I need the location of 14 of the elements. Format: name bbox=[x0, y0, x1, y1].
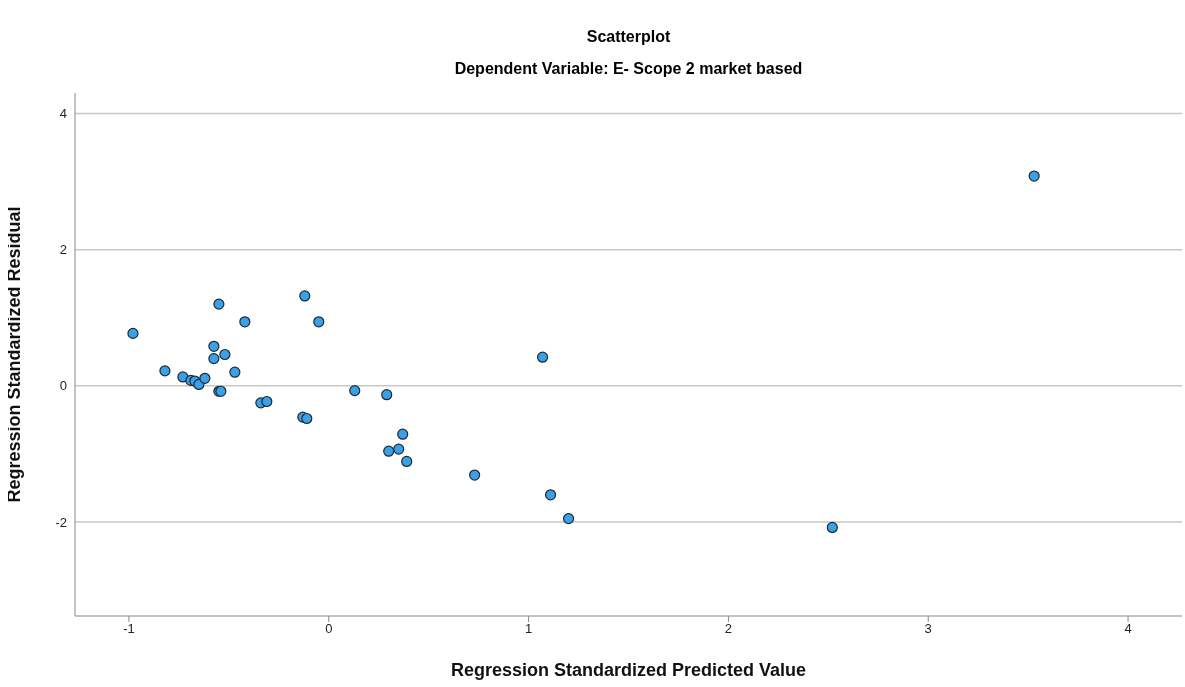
chart-subtitle: Dependent Variable: E- Scope 2 market based bbox=[453, 60, 804, 78]
x-tick-label: 3 bbox=[924, 621, 932, 637]
x-tick-label: 1 bbox=[524, 621, 533, 637]
x-tick-label: 0 bbox=[325, 621, 333, 637]
chart-title: Scatterplot bbox=[585, 28, 672, 46]
y-tick-label: 4 bbox=[59, 106, 67, 122]
y-tick-label: 0 bbox=[59, 378, 67, 394]
x-tick-label: -1 bbox=[123, 621, 135, 637]
y-tick-label: 2 bbox=[59, 242, 67, 258]
x-tick-label: 4 bbox=[1124, 621, 1132, 637]
x-tick-label: 2 bbox=[724, 621, 733, 637]
y-axis-title: Regression Standardized Residual bbox=[4, 206, 25, 503]
x-axis-title: Regression Standardized Predicted Value bbox=[450, 660, 807, 680]
y-tick-label: -2 bbox=[55, 514, 67, 530]
